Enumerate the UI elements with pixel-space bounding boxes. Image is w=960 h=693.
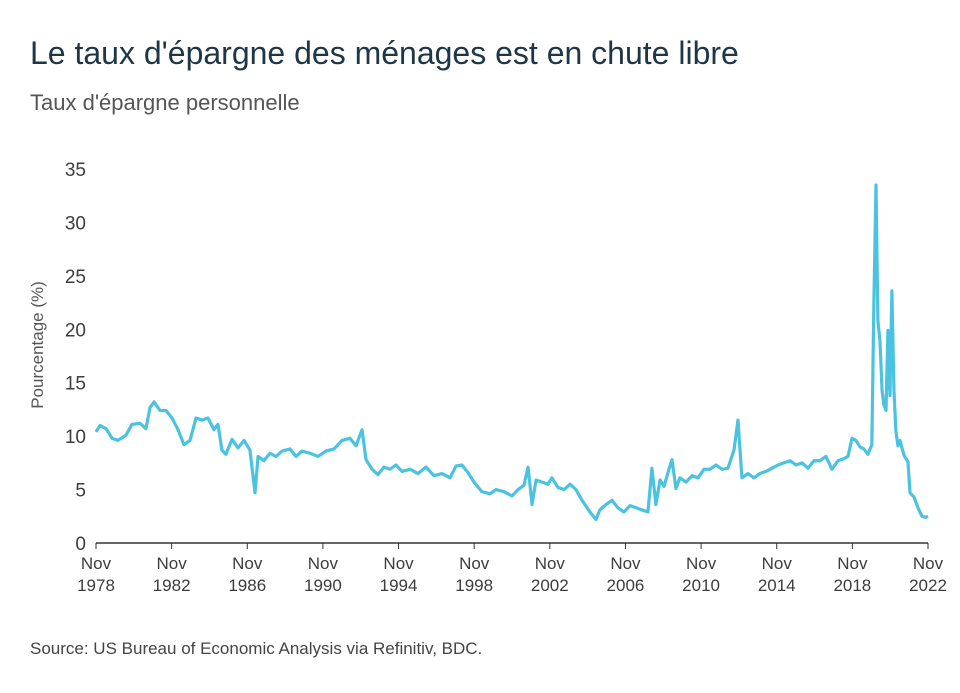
x-tick-label-part: 2002: [531, 576, 569, 595]
x-tick-label: Nov 2006: [607, 554, 645, 595]
x-tick-label-part: 1998: [455, 576, 493, 595]
x-tick-label: Nov 2002: [531, 554, 569, 595]
y-tick-label: 5: [75, 481, 86, 502]
x-tick-label-part: Nov: [762, 554, 793, 573]
x-tick-label: Nov 1986: [228, 554, 266, 595]
y-tick-label: 10: [65, 427, 86, 448]
x-tick-label: Nov 2022: [909, 554, 947, 595]
x-tick-label: Nov 2014: [758, 554, 796, 595]
x-tick-label-part: Nov: [157, 554, 188, 573]
x-tick-label-part: Nov: [232, 554, 263, 573]
x-tick-label-part: 2014: [758, 576, 796, 595]
x-tick-label-part: Nov: [535, 554, 566, 573]
source-note: Source: US Bureau of Economic Analysis v…: [30, 639, 482, 658]
x-tick-label-part: Nov: [383, 554, 414, 573]
chart-title: Le taux d'épargne des ménages est en chu…: [30, 35, 739, 71]
x-tick-label: Nov 1982: [153, 554, 191, 595]
x-tick-label-part: 2010: [682, 576, 720, 595]
x-tick-label-part: 1986: [228, 576, 266, 595]
x-tick-label: Nov 2010: [682, 554, 720, 595]
x-tick-label: Nov 1994: [380, 554, 418, 595]
x-tick-label-part: Nov: [610, 554, 641, 573]
x-tick-label: Nov 1978: [77, 554, 115, 595]
x-tick-label-part: 1994: [380, 576, 418, 595]
x-tick-label: Nov 2018: [833, 554, 871, 595]
y-tick-label: 20: [65, 320, 86, 341]
x-tick-label: Nov 1990: [304, 554, 342, 595]
x-tick-label-part: Nov: [459, 554, 490, 573]
x-tick-label-part: Nov: [308, 554, 339, 573]
x-tick-label-part: Nov: [837, 554, 868, 573]
data-line: [94, 183, 929, 522]
x-tick-label-part: Nov: [913, 554, 944, 573]
y-tick-label: 30: [65, 213, 86, 234]
y-tick-label: 25: [65, 267, 86, 288]
y-tick-label: 15: [65, 374, 86, 395]
x-tick-label-part: 1978: [77, 576, 115, 595]
y-tick-label: 35: [65, 160, 86, 181]
y-tick-label: 0: [75, 534, 86, 555]
x-tick-label-part: 2006: [607, 576, 645, 595]
x-tick-label-part: 1982: [153, 576, 191, 595]
x-tick-label: Nov 1998: [455, 554, 493, 595]
chart-subtitle: Taux d'épargne personnelle: [30, 90, 300, 115]
x-tick-label-part: Nov: [686, 554, 717, 573]
x-tick-label-part: Nov: [81, 554, 112, 573]
y-axis-label: Pourcentage (%): [28, 281, 47, 409]
x-tick-label-part: 2018: [833, 576, 871, 595]
x-tick-label-part: 1990: [304, 576, 342, 595]
x-tick-label-part: 2022: [909, 576, 947, 595]
